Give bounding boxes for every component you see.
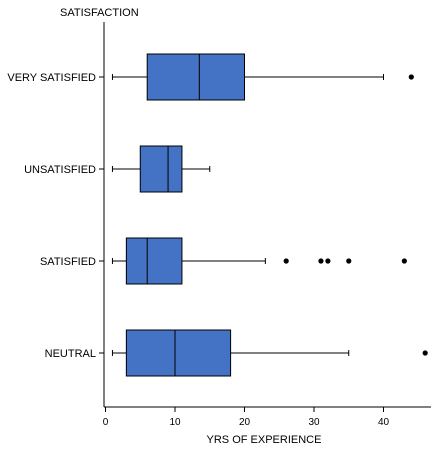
x-tick-label-30: 30 (308, 417, 320, 428)
x-tick-label-40: 40 (378, 417, 390, 428)
y-axis-title: SATISFACTION (60, 7, 139, 19)
outlier-point-satisfied (325, 258, 331, 264)
box-neutral (125, 329, 232, 377)
outlier-point-very-satisfied (408, 74, 414, 80)
outlier-point-satisfied (283, 258, 289, 264)
outlier-point-satisfied (346, 258, 352, 264)
y-tick-label-very-satisfied: VERY SATISFIED (7, 72, 96, 84)
outlier-point-satisfied (318, 258, 324, 264)
x-tick-label-0: 0 (103, 417, 109, 428)
x-axis-title: YRS OF EXPERIENCE (207, 434, 322, 446)
y-tick-label-satisfied: SATISFIED (40, 256, 96, 268)
outlier-point-neutral (422, 350, 428, 356)
x-tick-label-10: 10 (169, 417, 181, 428)
box-satisfied (125, 237, 183, 285)
box-very-satisfied (146, 53, 245, 101)
box-unsatisfied (139, 145, 183, 193)
plot-area: VERY SATISFIED UNSATISFIED SATISFIED NEUTRA… (7, 53, 428, 428)
outlier-point-satisfied (401, 258, 407, 264)
y-tick-label-neutral: NEUTRAL (45, 348, 96, 360)
y-tick-label-unsatisfied: UNSATISFIED (24, 164, 96, 176)
x-tick-label-20: 20 (239, 417, 251, 428)
